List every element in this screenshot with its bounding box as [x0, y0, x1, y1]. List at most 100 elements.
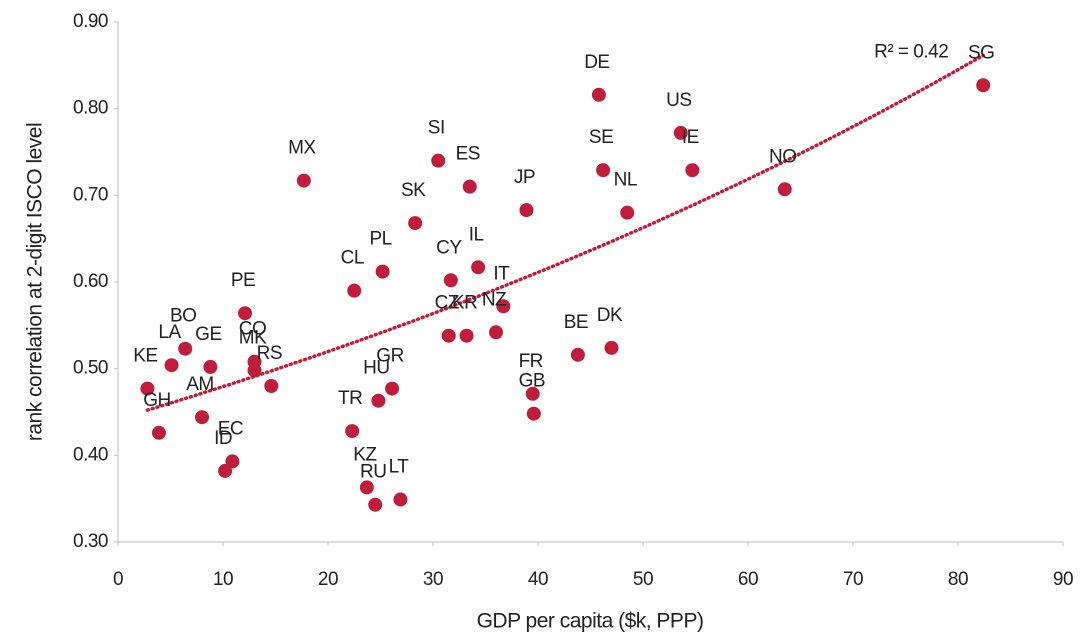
- point-label: NO: [769, 146, 797, 167]
- point-label: JP: [514, 167, 535, 188]
- point: [570, 347, 585, 362]
- point: [195, 410, 209, 425]
- point: [218, 463, 233, 478]
- point: [591, 87, 606, 102]
- point: [431, 153, 446, 168]
- point: [596, 163, 611, 178]
- point-label: SK: [401, 180, 426, 201]
- point-label: LT: [389, 457, 410, 478]
- trendline: [145, 53, 985, 412]
- x-tick-label: 10: [213, 569, 233, 590]
- y-tick-label: 0.80: [73, 98, 108, 119]
- y-tick-label: 0.70: [73, 184, 108, 205]
- x-tick-label: 30: [423, 569, 443, 590]
- point-label: FR: [519, 351, 543, 372]
- y-tick-label: 0.50: [73, 358, 108, 379]
- point-label: GR: [376, 346, 404, 367]
- point-label: GH: [143, 390, 171, 411]
- point: [526, 406, 541, 421]
- point: [489, 325, 503, 340]
- point: [976, 78, 991, 93]
- point-label: GE: [195, 324, 221, 345]
- point: [178, 341, 193, 356]
- point-label: IL: [469, 224, 484, 245]
- trendline-annotation: R² = 0.42: [874, 41, 948, 62]
- point: [777, 182, 792, 197]
- point: [673, 125, 688, 140]
- y-tick-label: 0.90: [73, 11, 108, 32]
- point: [140, 381, 155, 396]
- x-tick-label: 90: [1053, 569, 1073, 590]
- point: [441, 328, 456, 343]
- point-label: TR: [338, 388, 362, 409]
- point-label: BO: [170, 306, 196, 327]
- point-label: IE: [682, 127, 699, 148]
- point-label: SI: [428, 118, 445, 139]
- point: [385, 381, 400, 396]
- point-label: CZ: [435, 293, 460, 314]
- point: [393, 492, 408, 507]
- point: [359, 480, 374, 495]
- point-label: IT: [493, 263, 510, 284]
- point: [345, 424, 360, 439]
- point-label: CL: [341, 248, 364, 269]
- point-label: GB: [519, 371, 545, 392]
- point: [375, 264, 390, 279]
- point-label: LA: [158, 322, 181, 343]
- point-label: ID: [214, 428, 232, 449]
- point: [368, 497, 383, 512]
- point: [525, 386, 540, 401]
- x-tick-label: 70: [843, 569, 863, 590]
- point: [347, 283, 362, 298]
- point: [459, 328, 474, 343]
- point: [296, 173, 311, 188]
- point-label: PL: [369, 229, 391, 250]
- point-label: SG: [968, 42, 994, 63]
- point: [685, 163, 700, 178]
- point-label: AM: [186, 374, 214, 395]
- point-label: DK: [597, 305, 623, 326]
- x-tick-label: 20: [318, 569, 338, 590]
- point-label: RU: [360, 462, 386, 483]
- point-label: SE: [589, 127, 613, 148]
- point-label: PE: [231, 270, 255, 291]
- point-label: NL: [614, 170, 637, 191]
- point: [151, 425, 166, 440]
- point-label: HU: [363, 358, 389, 379]
- point-label: DE: [584, 52, 609, 73]
- point-label: CO: [239, 319, 267, 340]
- point: [264, 379, 279, 393]
- point-label: KZ: [353, 444, 377, 465]
- point: [604, 340, 619, 355]
- x-tick-label: 40: [528, 569, 548, 590]
- x-axis-title: GDP per capita ($k, PPP): [477, 610, 704, 633]
- point: [225, 454, 240, 469]
- point-label: US: [666, 90, 691, 111]
- x-tick-label: 50: [633, 569, 653, 590]
- x-tick-label: 0: [113, 569, 123, 590]
- point: [471, 260, 486, 275]
- x-tick-label: 60: [738, 569, 758, 590]
- y-tick-label: 0.40: [73, 444, 108, 465]
- point-label: CY: [436, 237, 462, 258]
- point-label: KR: [452, 293, 477, 314]
- point: [519, 203, 534, 218]
- point: [371, 393, 386, 408]
- y-tick-label: 0.30: [73, 531, 108, 552]
- point: [443, 273, 458, 288]
- point-label: MX: [288, 138, 316, 159]
- y-axis-title: rank correlation at 2-digit ISCO level: [24, 123, 47, 441]
- point: [247, 363, 262, 378]
- point-label: BE: [564, 312, 588, 333]
- y-tick-label: 0.60: [73, 271, 108, 292]
- point-label: RS: [257, 343, 282, 364]
- point-label: EC: [218, 418, 243, 439]
- point: [620, 205, 635, 220]
- point: [496, 299, 511, 314]
- point-label: NZ: [482, 289, 507, 310]
- point-label: KE: [133, 346, 157, 367]
- point: [164, 358, 179, 373]
- x-tick-label: 80: [948, 569, 968, 590]
- point-label: MK: [239, 327, 267, 348]
